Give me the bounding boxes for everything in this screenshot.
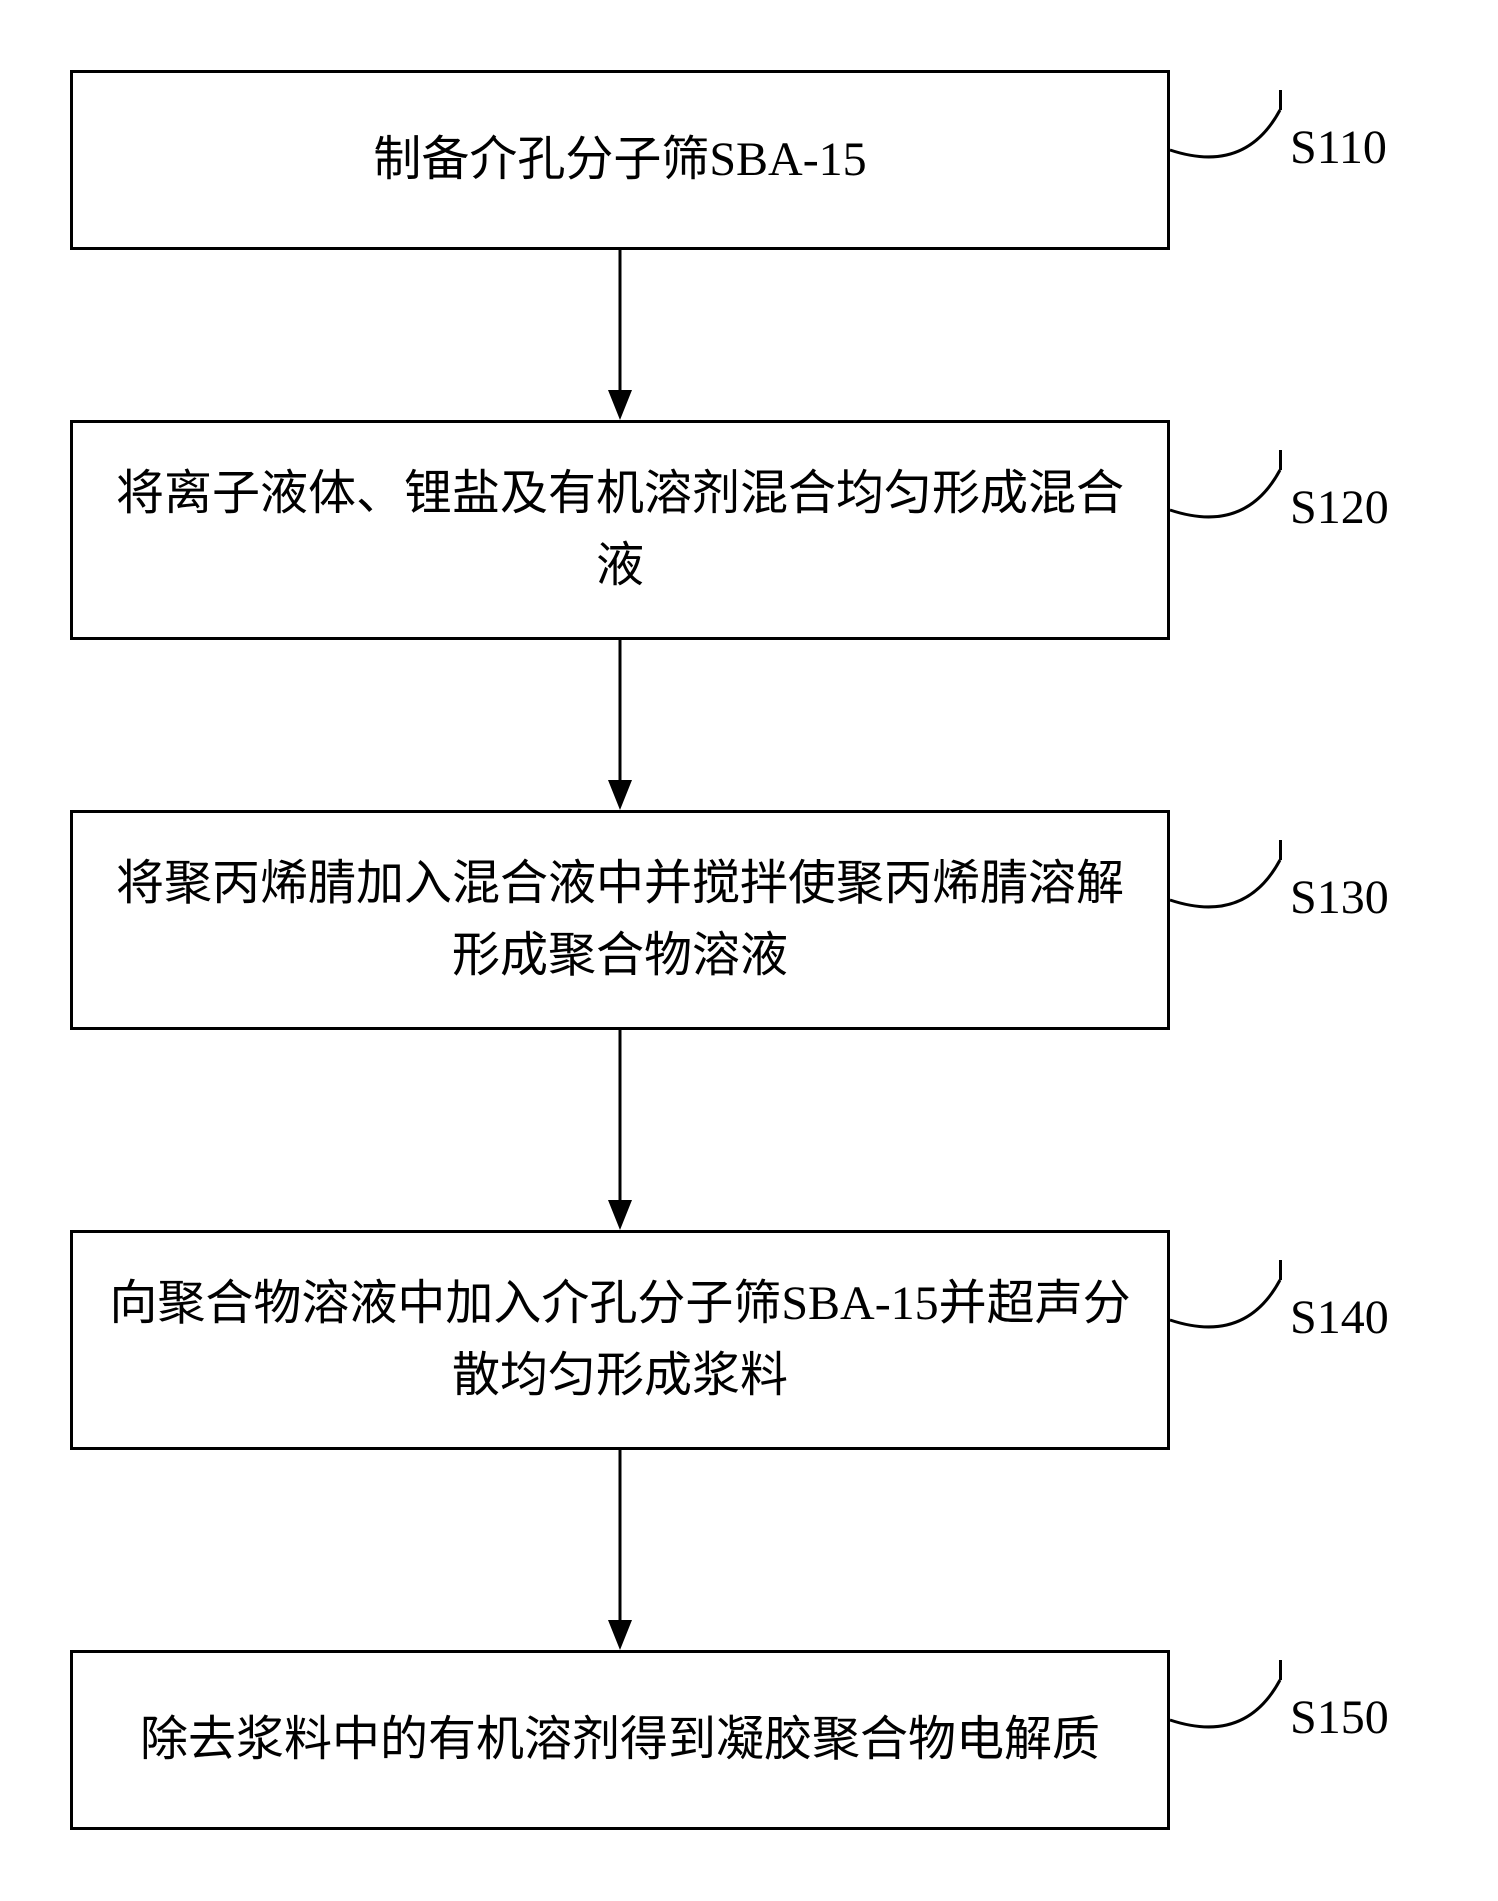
step-box-S130: 将聚丙烯腈加入混合液中并搅拌使聚丙烯腈溶解形成聚合物溶液 xyxy=(70,810,1170,1030)
step-label-S150: S150 xyxy=(1290,1690,1389,1745)
step-text-S130: 将聚丙烯腈加入混合液中并搅拌使聚丙烯腈溶解形成聚合物溶液 xyxy=(73,848,1167,992)
flowchart-canvas: 制备介孔分子筛SBA-15 S110 将离子液体、锂盐及有机溶剂混合均匀形成混合液 S… xyxy=(0,0,1498,1901)
arrow-head-0 xyxy=(608,390,632,420)
step-box-S110: 制备介孔分子筛SBA-15 xyxy=(70,70,1170,250)
arrow-head-2 xyxy=(608,1200,632,1230)
arrow-head-1 xyxy=(608,780,632,810)
connector-tick-S120 xyxy=(1279,450,1282,470)
step-box-S140: 向聚合物溶液中加入介孔分子筛SBA-15并超声分散均匀形成浆料 xyxy=(70,1230,1170,1450)
step-text-S120: 将离子液体、锂盐及有机溶剂混合均匀形成混合液 xyxy=(73,458,1167,602)
step-label-S140: S140 xyxy=(1290,1290,1389,1345)
connector-tick-S140 xyxy=(1279,1260,1282,1280)
step-label-S120: S120 xyxy=(1290,480,1389,535)
step-text-S140: 向聚合物溶液中加入介孔分子筛SBA-15并超声分散均匀形成浆料 xyxy=(73,1268,1167,1412)
connector-tick-S130 xyxy=(1279,840,1282,860)
connector-tick-S150 xyxy=(1279,1660,1282,1680)
step-label-S130: S130 xyxy=(1290,870,1389,925)
step-box-S120: 将离子液体、锂盐及有机溶剂混合均匀形成混合液 xyxy=(70,420,1170,640)
step-text-S150: 除去浆料中的有机溶剂得到凝胶聚合物电解质 xyxy=(120,1704,1120,1776)
connector-tick-S110 xyxy=(1279,90,1282,110)
arrow-head-3 xyxy=(608,1620,632,1650)
step-text-S110: 制备介孔分子筛SBA-15 xyxy=(353,124,886,196)
step-box-S150: 除去浆料中的有机溶剂得到凝胶聚合物电解质 xyxy=(70,1650,1170,1830)
step-label-S110: S110 xyxy=(1290,120,1387,175)
